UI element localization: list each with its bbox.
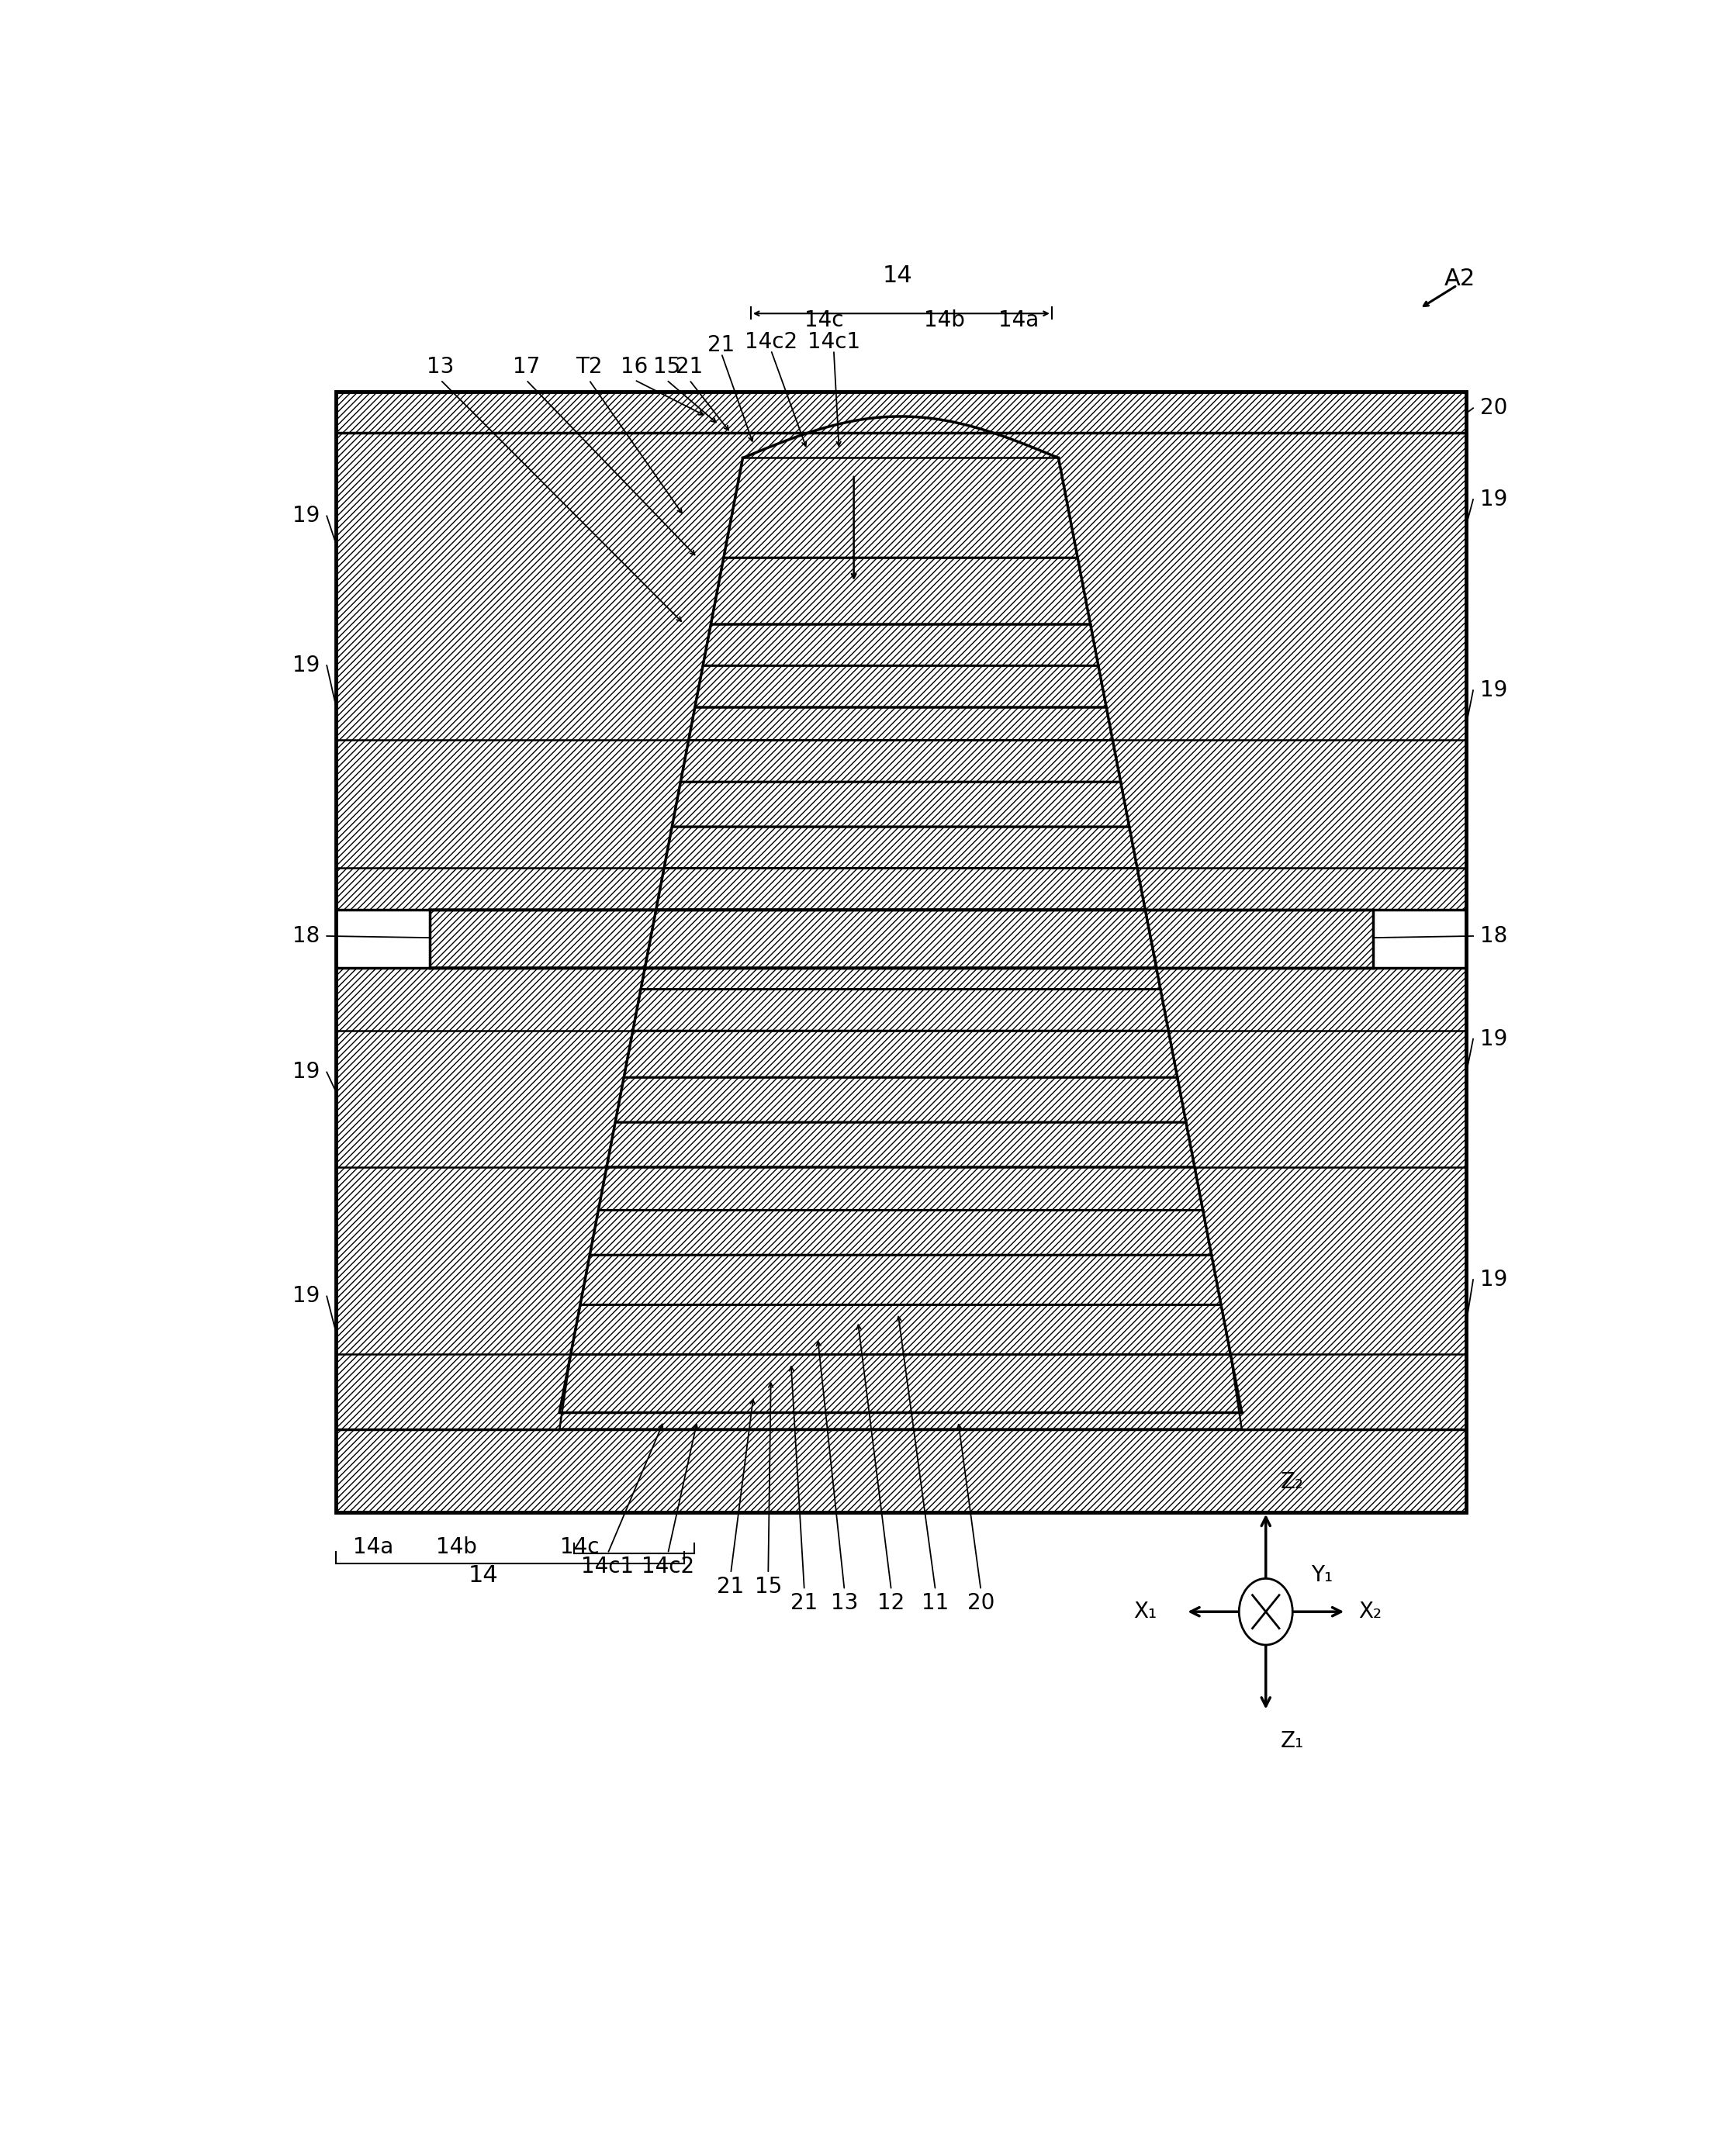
Polygon shape: [633, 990, 1169, 1031]
Text: 17: 17: [513, 356, 540, 377]
Text: 12: 12: [877, 1593, 904, 1615]
Polygon shape: [1144, 910, 1372, 968]
Text: 14b: 14b: [437, 1535, 476, 1559]
Polygon shape: [702, 623, 1098, 666]
Text: 14c: 14c: [804, 308, 844, 332]
Text: 21: 21: [791, 1593, 818, 1615]
Polygon shape: [590, 1210, 1212, 1255]
Polygon shape: [1372, 910, 1467, 968]
Text: Y₁: Y₁: [1312, 1565, 1332, 1587]
Polygon shape: [571, 1304, 1231, 1354]
Text: 19: 19: [293, 655, 319, 677]
Polygon shape: [337, 1429, 1467, 1511]
Text: 19: 19: [293, 1285, 319, 1307]
Text: X₁: X₁: [1134, 1602, 1156, 1623]
Text: 21: 21: [708, 334, 735, 356]
Text: 13: 13: [830, 1593, 858, 1615]
Text: 19: 19: [293, 505, 319, 526]
Text: 18: 18: [293, 925, 319, 946]
Text: A2: A2: [1445, 267, 1476, 289]
Text: 15: 15: [754, 1576, 782, 1598]
Text: X₂: X₂: [1358, 1602, 1383, 1623]
Polygon shape: [711, 558, 1091, 623]
Polygon shape: [337, 392, 1467, 1511]
Polygon shape: [640, 968, 1160, 990]
Text: 20: 20: [967, 1593, 994, 1615]
Text: 14: 14: [884, 263, 913, 287]
Text: 11: 11: [922, 1593, 949, 1615]
Bar: [337, 392, 1467, 1511]
Text: 14a: 14a: [354, 1535, 394, 1559]
Polygon shape: [614, 1078, 1186, 1121]
Text: 19: 19: [1479, 1270, 1507, 1291]
Text: 19: 19: [1479, 679, 1507, 701]
Polygon shape: [723, 457, 1077, 558]
Polygon shape: [337, 392, 1467, 433]
Polygon shape: [559, 1354, 1241, 1429]
Polygon shape: [671, 783, 1129, 826]
Polygon shape: [680, 740, 1120, 783]
Polygon shape: [623, 1031, 1177, 1078]
Polygon shape: [430, 910, 656, 968]
Text: 20: 20: [1479, 397, 1507, 418]
Polygon shape: [646, 910, 1156, 968]
Polygon shape: [337, 910, 430, 968]
Polygon shape: [580, 1255, 1220, 1304]
Text: 14c2: 14c2: [642, 1557, 694, 1578]
Polygon shape: [608, 1121, 1194, 1166]
Text: 15: 15: [652, 356, 680, 377]
Text: 19: 19: [1479, 1028, 1507, 1050]
Polygon shape: [656, 869, 1144, 910]
Text: 16: 16: [621, 356, 647, 377]
Polygon shape: [599, 1166, 1203, 1210]
Polygon shape: [559, 457, 1241, 1412]
Text: 14c2: 14c2: [744, 330, 797, 354]
Text: 19: 19: [1479, 489, 1507, 511]
Text: 21: 21: [675, 356, 702, 377]
Text: T2: T2: [575, 356, 602, 377]
Text: 13: 13: [426, 356, 454, 377]
Text: 14: 14: [468, 1563, 499, 1587]
Text: 18: 18: [1479, 925, 1507, 946]
Text: 14c1: 14c1: [582, 1557, 633, 1578]
Text: Z₁: Z₁: [1281, 1731, 1305, 1753]
Text: 14a: 14a: [998, 308, 1039, 332]
Bar: [337, 392, 1467, 1511]
Text: 14b: 14b: [923, 308, 965, 332]
Text: 14c1: 14c1: [808, 330, 860, 354]
Polygon shape: [696, 666, 1106, 707]
Text: Z₂: Z₂: [1281, 1470, 1305, 1494]
Circle shape: [1239, 1578, 1293, 1645]
Text: 21: 21: [716, 1576, 744, 1598]
Polygon shape: [689, 707, 1113, 740]
Polygon shape: [665, 826, 1137, 869]
Text: 14c: 14c: [559, 1535, 599, 1559]
Text: 19: 19: [293, 1061, 319, 1082]
